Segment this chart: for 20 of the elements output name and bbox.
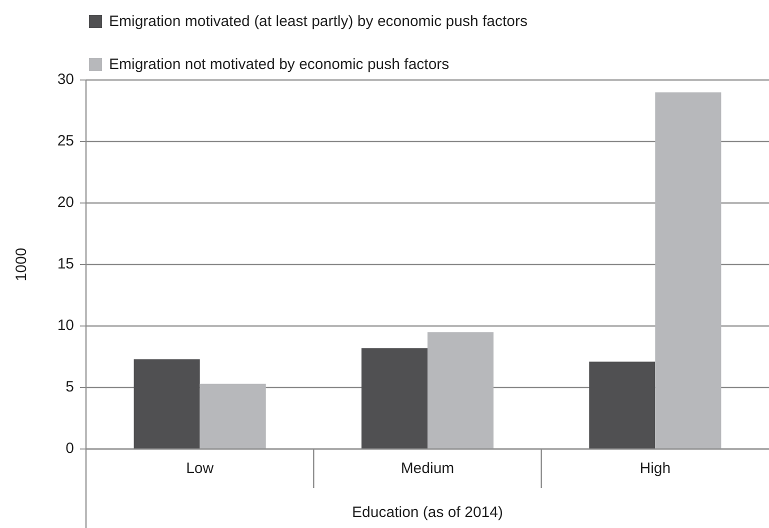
y-tick-label: 10 [57,316,74,334]
y-tick-label: 25 [57,132,74,150]
legend-label: Emigration not motivated by economic push factors [109,56,450,73]
x-tick-label: Low [186,460,214,477]
x-tick-label: High [640,460,671,477]
y-axis-title: 1000 [12,248,30,282]
bar [655,92,722,449]
y-tick-label: 5 [66,378,74,396]
bar [428,332,494,449]
y-tick-label: 30 [57,70,74,88]
bar [200,384,266,449]
legend-label: Emigration motivated (at least partly) by economic push factors [109,12,528,30]
x-tick-label: Medium [400,460,454,477]
x-axis-title: Education (as of 2014) [352,504,503,521]
y-tick-label: 20 [57,194,74,211]
y-tick-label: 0 [66,440,74,457]
bar [134,359,200,449]
bar [361,348,428,449]
y-tick-label: 15 [57,255,74,272]
bar [589,362,656,449]
